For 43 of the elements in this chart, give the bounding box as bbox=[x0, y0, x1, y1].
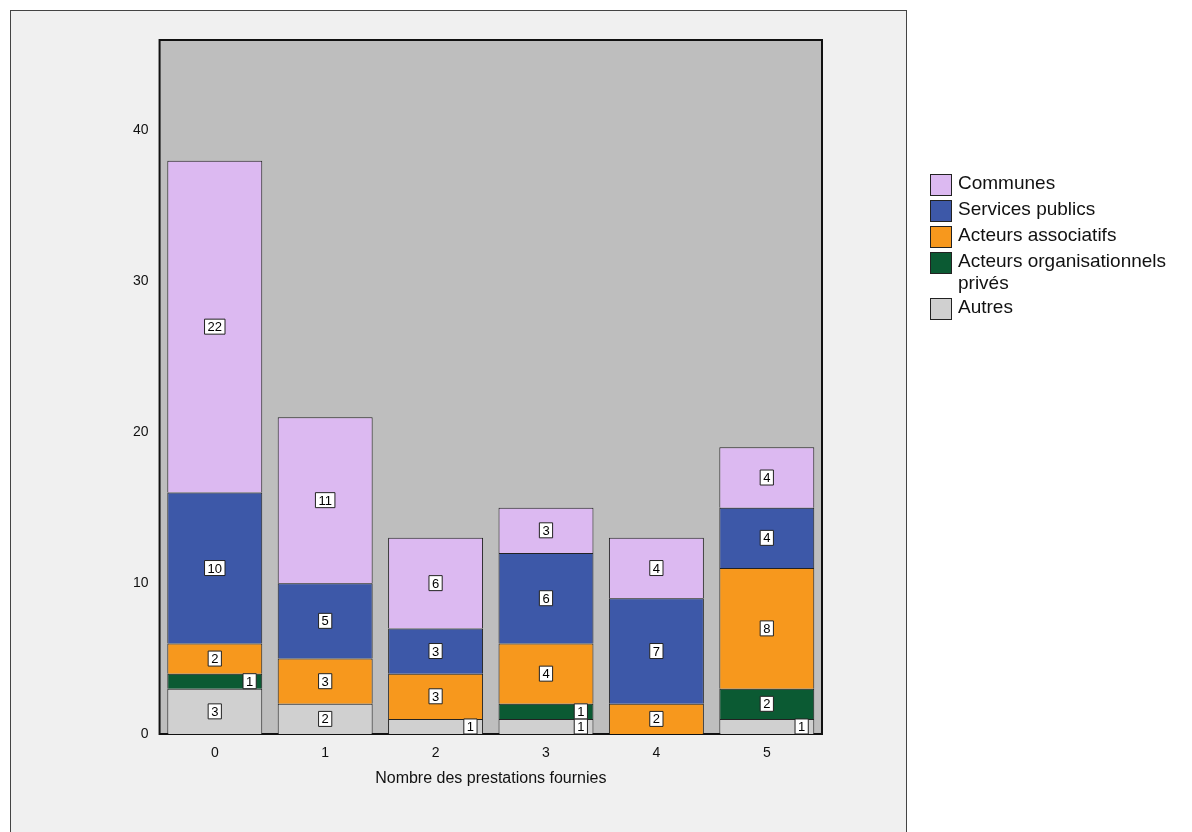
x-tick-label: 5 bbox=[762, 744, 771, 761]
x-tick-label: 1 bbox=[321, 744, 330, 761]
data-label: 7 bbox=[652, 643, 661, 659]
y-tick-label: 40 bbox=[132, 121, 149, 138]
data-label: 1 bbox=[577, 703, 585, 719]
data-label: 3 bbox=[321, 673, 329, 689]
data-label: 6 bbox=[542, 590, 550, 606]
data-label: 3 bbox=[431, 688, 440, 704]
data-label: 2 bbox=[211, 651, 219, 667]
data-label: 6 bbox=[431, 575, 440, 591]
legend-label: Services publics bbox=[958, 198, 1097, 220]
data-label: 5 bbox=[321, 613, 329, 629]
data-label: 2 bbox=[652, 711, 661, 727]
data-label: 4 bbox=[763, 470, 771, 486]
y-tick-label: 30 bbox=[132, 272, 149, 289]
legend-label: Acteurs associatifs bbox=[958, 224, 1118, 246]
legend-label: Acteurs organisationnels privés bbox=[958, 250, 1168, 294]
data-label: 4 bbox=[542, 666, 550, 682]
y-tick-label: 0 bbox=[140, 724, 149, 741]
data-label: 11 bbox=[318, 492, 332, 508]
data-label: 2 bbox=[321, 711, 329, 727]
data-label: 1 bbox=[246, 673, 254, 689]
data-label: 2 bbox=[763, 696, 771, 712]
data-label: 22 bbox=[207, 319, 223, 335]
x-tick-label: 0 bbox=[210, 744, 219, 761]
data-label: 1 bbox=[577, 719, 585, 735]
legend-label: Communes bbox=[958, 172, 1057, 194]
data-label: 1 bbox=[466, 719, 475, 735]
legend-label: Autres bbox=[958, 296, 1014, 318]
data-label: 3 bbox=[211, 703, 219, 719]
data-label: 4 bbox=[763, 530, 771, 546]
data-label: 1 bbox=[798, 719, 806, 735]
x-tick-label: 4 bbox=[652, 744, 661, 761]
data-label: 8 bbox=[763, 620, 771, 636]
x-tick-label: 3 bbox=[542, 744, 551, 761]
data-label: 3 bbox=[542, 522, 550, 538]
data-label: 3 bbox=[431, 643, 440, 659]
y-tick-label: 20 bbox=[132, 423, 149, 440]
x-axis-title: Nombre des prestations fournies bbox=[375, 768, 607, 786]
y-tick-label: 10 bbox=[132, 573, 149, 590]
x-tick-label: 2 bbox=[431, 744, 440, 761]
data-label: 10 bbox=[207, 560, 223, 576]
data-label: 4 bbox=[652, 560, 661, 576]
